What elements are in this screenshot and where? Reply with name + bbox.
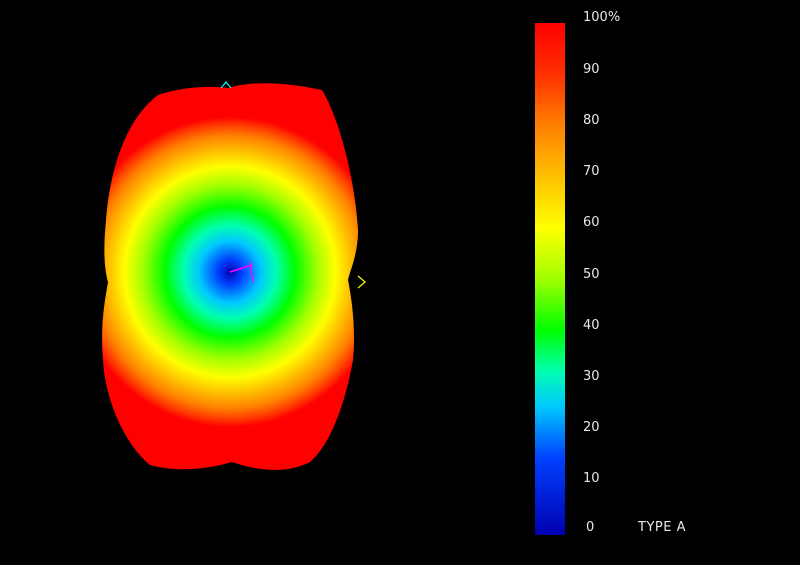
axis-marker-right-icon (357, 275, 366, 289)
scale-label-50: 50 (583, 267, 600, 282)
axis-y-line (249, 261, 254, 283)
legend-title: TYPE A (638, 520, 686, 535)
color-scale-bar (535, 23, 565, 535)
scale-label-40: 40 (583, 318, 600, 333)
axis-x-line (229, 264, 253, 273)
origin-axes-icon (229, 261, 254, 283)
scale-label-30: 30 (583, 369, 600, 384)
scale-label-60: 60 (583, 215, 600, 230)
scale-label-10: 10 (583, 471, 600, 486)
axis-marker-top-icon (220, 81, 232, 89)
scale-label-90: 90 (583, 62, 600, 77)
scale-label-80: 80 (583, 113, 600, 128)
radiation-pattern-surface (102, 83, 358, 470)
scale-label-100: 100% (583, 10, 621, 25)
scale-label-20: 20 (583, 420, 600, 435)
scale-label-70: 70 (583, 164, 600, 179)
scale-label-0: 0 (586, 520, 595, 535)
